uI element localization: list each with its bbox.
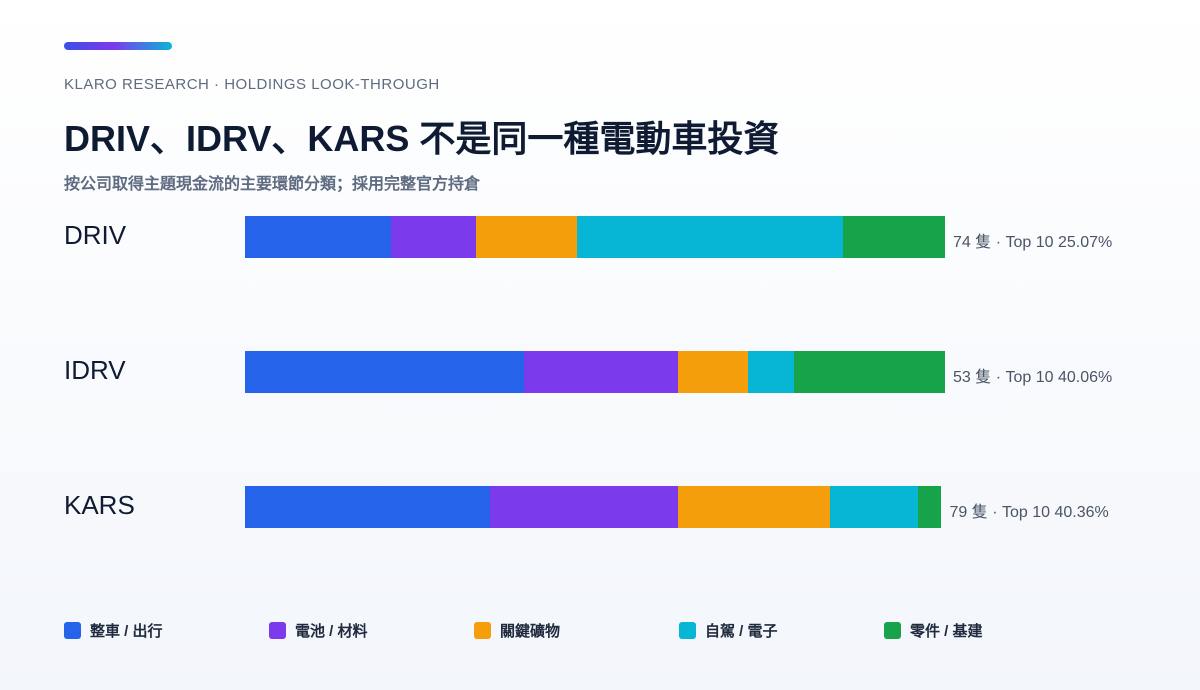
row-label-idrv: IDRV (64, 355, 126, 385)
legend-item-4: 自駕 / 電子 (679, 620, 778, 641)
bar-segment-driv-2 (390, 216, 476, 258)
legend-label: 自駕 / 電子 (705, 623, 778, 640)
legend-swatch (64, 622, 81, 639)
bar-segment-idrv-2 (523, 351, 678, 393)
legend-swatch (679, 622, 696, 639)
bar-segment-idrv-1 (245, 351, 524, 393)
legend-item-3: 關鍵礦物 (474, 620, 560, 641)
bar-segment-driv-4 (576, 216, 843, 258)
bar-segment-idrv-5 (793, 351, 945, 393)
bar-segment-kars-2 (490, 486, 678, 528)
bar-segment-driv-5 (842, 216, 945, 258)
bar-segment-kars-3 (677, 486, 831, 528)
legend-label: 零件 / 基建 (910, 623, 983, 640)
bar-segment-driv-1 (245, 216, 391, 258)
stacked-bar-idrv (245, 351, 945, 393)
kicker: KLARO RESEARCH · HOLDINGS LOOK-THROUGH (64, 76, 440, 93)
stacked-bar-driv (245, 216, 945, 258)
page-subtitle: 按公司取得主題現金流的主要環節分類；採用完整官方持倉 (64, 176, 481, 193)
bar-segment-kars-4 (830, 486, 918, 528)
row-label-kars: KARS (64, 490, 135, 520)
page-title: DRIV、IDRV、KARS 不是同一種電動車投資 (64, 118, 780, 159)
accent-bar (64, 42, 172, 50)
bar-segment-kars-1 (245, 486, 490, 528)
bar-segment-idrv-4 (747, 351, 794, 393)
legend-swatch (269, 622, 286, 639)
bar-annotation-driv: 74 隻 · Top 10 25.07% (953, 234, 1113, 251)
legend-label: 關鍵礦物 (500, 623, 561, 640)
bar-annotation-idrv: 53 隻 · Top 10 40.06% (953, 369, 1113, 386)
legend-item-5: 零件 / 基建 (884, 620, 983, 641)
bar-segment-driv-3 (475, 216, 577, 258)
legend-item-1: 整車 / 出行 (64, 620, 163, 641)
stacked-bar-kars (245, 486, 942, 528)
bar-segment-kars-5 (917, 486, 942, 528)
row-label-driv: DRIV (64, 220, 127, 250)
bar-annotation-kars: 79 隻 · Top 10 40.36% (949, 504, 1109, 521)
legend-item-2: 電池 / 材料 (269, 620, 368, 641)
legend-label: 整車 / 出行 (90, 623, 163, 640)
legend-swatch (474, 622, 491, 639)
bar-segment-idrv-3 (677, 351, 748, 393)
legend-label: 電池 / 材料 (295, 623, 368, 640)
legend-swatch (884, 622, 901, 639)
